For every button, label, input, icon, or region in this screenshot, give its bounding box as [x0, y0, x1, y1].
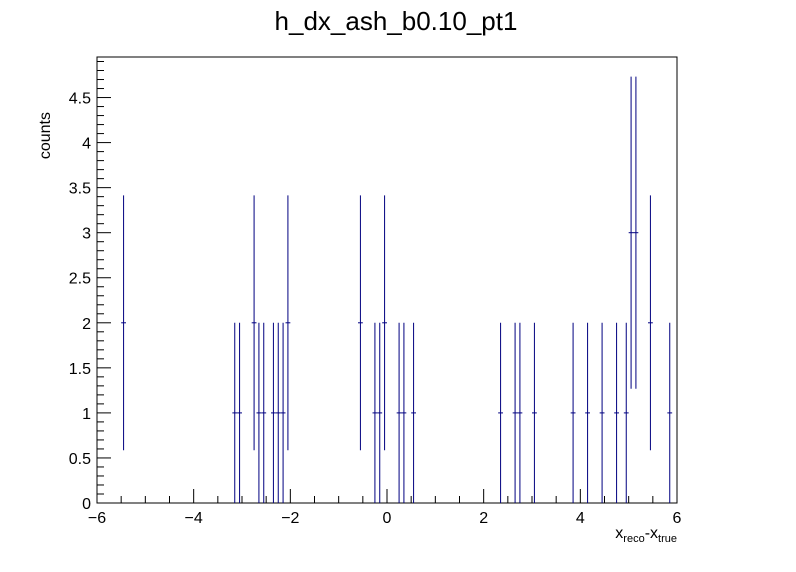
x-tick-label: 4 — [576, 510, 585, 527]
x-axis-label: xreco-xtrue — [615, 525, 677, 545]
data-point — [377, 322, 383, 503]
data-point — [280, 322, 286, 503]
x-tick-label: −4 — [185, 510, 203, 527]
y-axis-label: counts — [37, 112, 54, 159]
data-point — [411, 322, 416, 503]
data-point — [401, 322, 407, 503]
data-point — [599, 322, 605, 503]
x-tick-label: −2 — [281, 510, 299, 527]
y-tick-label: 1.5 — [69, 361, 91, 378]
data-point — [585, 322, 590, 503]
data-point — [396, 322, 402, 503]
data-point — [628, 76, 634, 389]
data-point — [667, 322, 673, 503]
y-tick-label: 2.5 — [69, 271, 91, 288]
data-point — [614, 322, 619, 503]
y-tick-label: 4.5 — [69, 91, 91, 108]
data-point — [517, 322, 523, 503]
data-point — [256, 322, 262, 503]
data-point — [251, 195, 257, 451]
y-tick-label: 0 — [82, 496, 91, 513]
y-tick-label: 1 — [82, 406, 91, 423]
data-point — [498, 322, 503, 503]
data-point — [648, 195, 653, 451]
y-tick-label: 2 — [82, 316, 91, 333]
data-point — [261, 322, 267, 503]
data-point — [271, 322, 276, 503]
plot-frame — [96, 56, 678, 504]
data-point — [285, 195, 291, 451]
data-point — [570, 322, 576, 503]
data-point — [121, 195, 126, 451]
data-point — [372, 322, 378, 503]
data-point — [532, 322, 537, 503]
y-tick-label: 3 — [82, 226, 91, 243]
x-tick-label: 0 — [383, 510, 392, 527]
axis-tick-labels: −6 −4 −2 0 2 4 6 0 0.5 1 1.5 2 2.5 3 3.5 4 4.5 — [69, 91, 682, 527]
axis-ticks — [96, 61, 678, 504]
data-point — [232, 322, 238, 503]
data-point — [275, 322, 281, 503]
chart-title: h_dx_ash_b0.10_pt1 — [275, 6, 518, 36]
data-point — [358, 195, 363, 451]
data-points — [121, 76, 673, 503]
data-point — [633, 76, 639, 389]
y-tick-label: 3.5 — [69, 181, 91, 198]
data-point — [382, 195, 387, 451]
data-point — [623, 322, 629, 503]
x-tick-label: 2 — [479, 510, 488, 527]
y-tick-label: 0.5 — [69, 451, 91, 468]
y-tick-label: 4 — [82, 136, 91, 153]
data-point — [512, 322, 518, 503]
x-tick-label: −6 — [88, 510, 106, 527]
x-tick-label: 6 — [673, 510, 682, 527]
data-point — [237, 322, 242, 503]
